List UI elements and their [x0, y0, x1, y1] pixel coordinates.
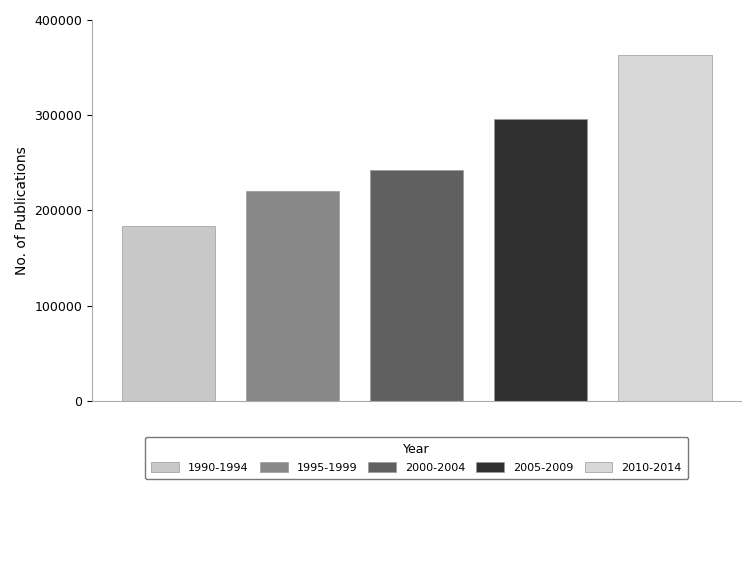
Legend: 1990-1994, 1995-1999, 2000-2004, 2005-2009, 2010-2014: 1990-1994, 1995-1999, 2000-2004, 2005-20… — [145, 437, 688, 480]
Bar — [618, 55, 711, 401]
Bar — [246, 192, 339, 401]
Bar — [122, 226, 215, 401]
Y-axis label: No. of Publications: No. of Publications — [15, 146, 29, 275]
Bar — [370, 171, 463, 401]
Bar — [494, 119, 587, 401]
